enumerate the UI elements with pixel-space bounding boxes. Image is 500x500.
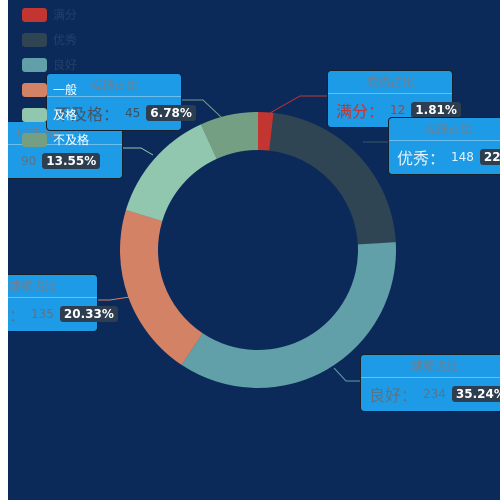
legend-item[interactable]: 良好 xyxy=(22,52,89,77)
data-label-title: 成绩占比 xyxy=(8,275,97,298)
legend-label: 良好 xyxy=(53,58,78,72)
data-label-percent: 1.81% xyxy=(411,102,461,118)
data-label-value: 12 xyxy=(390,103,406,117)
chart-frame: 满分 优秀 良好 一般 及格 不及格 成绩占比 满分： 12 1.81% 成绩占比 优秀： 148 22… xyxy=(8,0,500,500)
data-label-title: 成绩占比 xyxy=(361,355,500,378)
data-label-percent: 35.24% xyxy=(451,386,500,402)
data-label-name: 及格： xyxy=(8,149,15,173)
chart-legend: 满分优秀良好一般及格不及格 xyxy=(22,2,89,152)
data-label-name: 优秀： xyxy=(397,149,446,168)
leader-line xyxy=(333,367,360,382)
data-label-value: 234 xyxy=(423,387,446,401)
data-label-percent: 13.55% xyxy=(42,153,101,169)
legend-label: 满分 xyxy=(53,8,78,22)
leader-line xyxy=(98,296,131,301)
data-label-value: 148 xyxy=(451,150,474,164)
legend-label: 一般 xyxy=(53,83,78,97)
leader-line xyxy=(269,95,327,114)
data-label-title: 成绩占比 xyxy=(389,118,500,141)
data-label-percent: 20.33% xyxy=(59,306,118,322)
data-label-value: 90 xyxy=(21,154,37,168)
pie-slice[interactable] xyxy=(125,124,217,222)
legend-swatch xyxy=(22,132,47,147)
legend-item[interactable]: 及格 xyxy=(22,102,89,127)
data-label-value: 45 xyxy=(125,106,141,120)
data-label-name: 一般： xyxy=(8,306,26,325)
leader-line xyxy=(182,99,222,118)
data-label-percent: 6.78% xyxy=(146,105,196,121)
pie-slice[interactable] xyxy=(269,112,396,245)
data-label-title: 成绩占比 xyxy=(47,74,181,97)
data-label-name: 良好： xyxy=(369,386,418,405)
donut-chart xyxy=(98,95,397,389)
legend-swatch xyxy=(22,32,47,47)
legend-swatch xyxy=(22,7,47,22)
legend-item[interactable]: 优秀 xyxy=(22,27,89,52)
data-label-body: 及格： 90 13.55% xyxy=(8,145,122,178)
legend-item[interactable]: 不及格 xyxy=(22,127,89,152)
data-label-body: 优秀： 148 22.29% xyxy=(389,141,500,174)
pie-slice[interactable] xyxy=(181,242,397,389)
legend-swatch xyxy=(22,57,47,72)
data-label-body: 良好： 234 35.24% xyxy=(361,378,500,411)
data-label-body: 满分： 12 1.81% xyxy=(328,94,461,127)
data-label-title: 成绩占比 xyxy=(328,71,452,94)
data-label-card: 成绩占比一般： 135 20.33% xyxy=(8,274,118,332)
legend-swatch xyxy=(22,107,47,122)
pie-slice[interactable] xyxy=(120,210,203,365)
legend-label: 不及格 xyxy=(53,133,90,147)
pie-slice[interactable] xyxy=(200,112,258,159)
legend-swatch xyxy=(22,82,47,97)
data-label-body: 不及格： 45 6.78% xyxy=(47,97,196,130)
data-label-body: 一般： 135 20.33% xyxy=(8,298,118,331)
data-label-name: 不及格： xyxy=(55,105,120,124)
legend-label: 优秀 xyxy=(53,33,78,47)
leader-line xyxy=(123,147,154,156)
legend-item[interactable]: 满分 xyxy=(22,2,89,27)
data-label-percent: 22.29% xyxy=(479,149,500,165)
data-label-value: 135 xyxy=(31,307,54,321)
legend-item[interactable]: 一般 xyxy=(22,77,89,102)
data-label-name: 满分： xyxy=(336,102,385,121)
pie-slice[interactable] xyxy=(258,112,274,151)
data-label-card: 成绩占比不及格： 45 6.78% xyxy=(46,73,196,131)
legend-label: 及格 xyxy=(53,108,78,122)
